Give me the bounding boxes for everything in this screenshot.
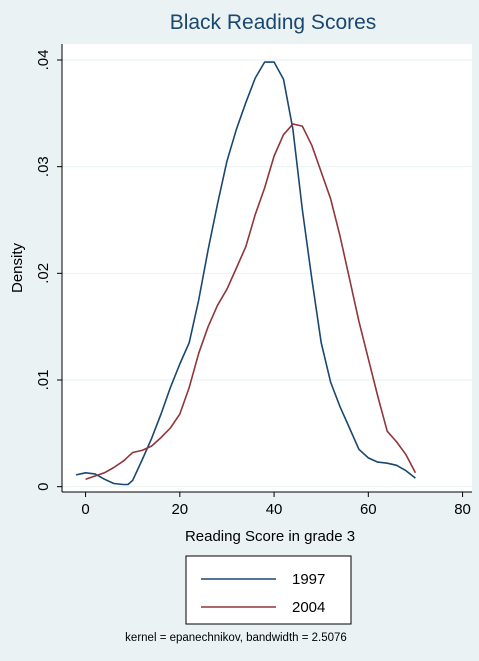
y-tick-label: .03 xyxy=(35,156,52,177)
legend-label-1997: 1997 xyxy=(292,571,325,588)
y-axis-title: Density xyxy=(9,242,26,293)
legend-box xyxy=(185,555,352,625)
x-tick-label: 20 xyxy=(171,501,188,518)
y-tick-label: .01 xyxy=(35,370,52,391)
legend-items: 1997 2004 xyxy=(201,571,325,616)
y-tick-label: .02 xyxy=(35,263,52,284)
x-tick-label: 60 xyxy=(360,501,377,518)
x-tick-label: 80 xyxy=(454,501,471,518)
series-line-2004 xyxy=(85,123,417,480)
legend: 1997 2004 xyxy=(185,555,352,625)
y-axis-ticks: 0 .01 .02 .03 .04 xyxy=(35,50,62,491)
x-axis-ticks: 0 20 40 60 80 xyxy=(81,492,471,518)
y-tick-label: 0 xyxy=(35,482,52,490)
x-axis-title: Reading Score in grade 3 xyxy=(185,528,355,545)
y-tick-label: .04 xyxy=(35,50,52,71)
series-lines xyxy=(75,61,417,486)
kernel-note: kernel = epanechnikov, bandwidth = 2.507… xyxy=(125,632,347,644)
chart-title: Black Reading Scores xyxy=(170,11,377,34)
x-tick-label: 40 xyxy=(266,501,283,518)
series-line-1997 xyxy=(75,61,416,486)
legend-label-2004: 2004 xyxy=(292,599,325,616)
gridlines xyxy=(62,59,472,488)
plot-area xyxy=(62,44,472,492)
x-tick-label: 0 xyxy=(81,501,89,518)
